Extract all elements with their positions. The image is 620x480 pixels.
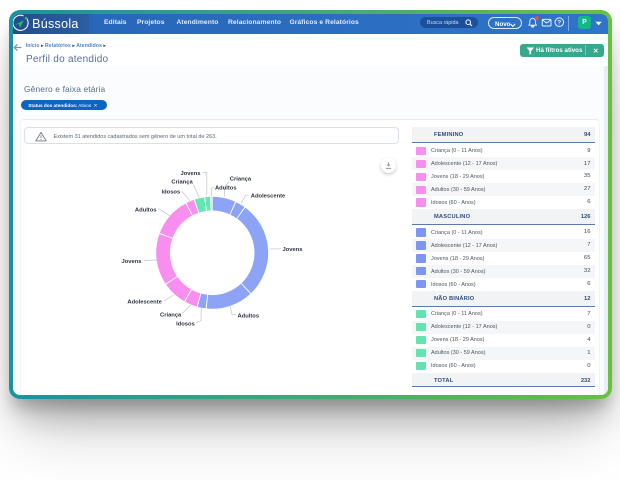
svg-text:Jovens: Jovens: [122, 259, 142, 265]
svg-text:Criança: Criança: [230, 177, 252, 183]
svg-text:Adultos: Adultos: [237, 313, 259, 319]
svg-text:Criança: Criança: [160, 312, 182, 318]
svg-text:Jovens: Jovens: [282, 247, 302, 253]
svg-text:Adolescente: Adolescente: [251, 193, 286, 199]
svg-text:Adolescente: Adolescente: [127, 299, 162, 305]
svg-text:?: ?: [557, 20, 561, 27]
svg-text:Criança: Criança: [171, 180, 193, 186]
svg-text:Idosos: Idosos: [161, 189, 180, 195]
svg-text:Idosos: Idosos: [176, 321, 195, 327]
svg-text:Jovens: Jovens: [181, 171, 201, 177]
svg-text:Adultos: Adultos: [215, 185, 237, 191]
svg-text:Adultos: Adultos: [135, 207, 157, 213]
